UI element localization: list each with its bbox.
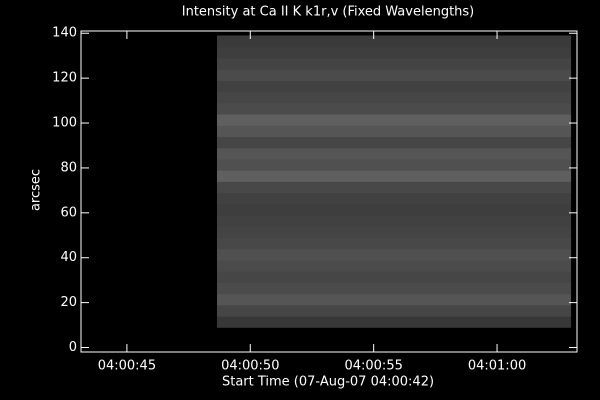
y-tick-label: 140 — [52, 26, 77, 41]
image-row — [216, 35, 572, 48]
y-tick-label: 0 — [69, 340, 77, 355]
y-tick-label: 60 — [60, 205, 77, 220]
x-tick-label: 04:00:50 — [221, 359, 279, 374]
image-row — [216, 80, 572, 93]
image-row — [216, 203, 572, 216]
y-tick-label: 40 — [60, 250, 77, 265]
image-row — [216, 215, 572, 227]
y-tick-label: 120 — [52, 71, 77, 86]
image-row — [216, 57, 572, 70]
image-row — [216, 136, 572, 149]
image-row — [216, 91, 572, 104]
x-tick-label: 04:01:00 — [468, 359, 526, 374]
image-row — [216, 259, 572, 272]
y-axis-label: arcsec — [29, 169, 44, 211]
y-tick-label: 20 — [60, 295, 77, 310]
image-row — [216, 114, 572, 126]
image-row — [216, 125, 572, 138]
image-row — [216, 158, 572, 171]
image-row — [216, 192, 572, 205]
x-axis-label: Start Time (07-Aug-07 04:00:42) — [222, 375, 434, 390]
chart-title: Intensity at Ca II K k1r,v (Fixed Wavele… — [182, 5, 475, 20]
image-row — [216, 237, 572, 250]
y-tick-label: 80 — [60, 160, 77, 175]
x-tick-label: 04:00:45 — [98, 359, 156, 374]
image-row — [216, 271, 572, 283]
image-row — [216, 304, 572, 317]
plot-frame — [80, 30, 578, 353]
image-row — [216, 226, 572, 239]
x-tick-label: 04:00:55 — [344, 359, 402, 374]
image-row — [216, 282, 572, 295]
image-row — [216, 102, 572, 115]
image-row — [216, 46, 572, 59]
image-row — [216, 248, 572, 261]
image-row — [216, 147, 572, 160]
image-row — [216, 293, 572, 306]
y-tick-label: 100 — [52, 116, 77, 131]
image-row — [216, 170, 572, 182]
image-row — [216, 316, 572, 328]
image-row — [216, 181, 572, 194]
image-row — [216, 69, 572, 81]
